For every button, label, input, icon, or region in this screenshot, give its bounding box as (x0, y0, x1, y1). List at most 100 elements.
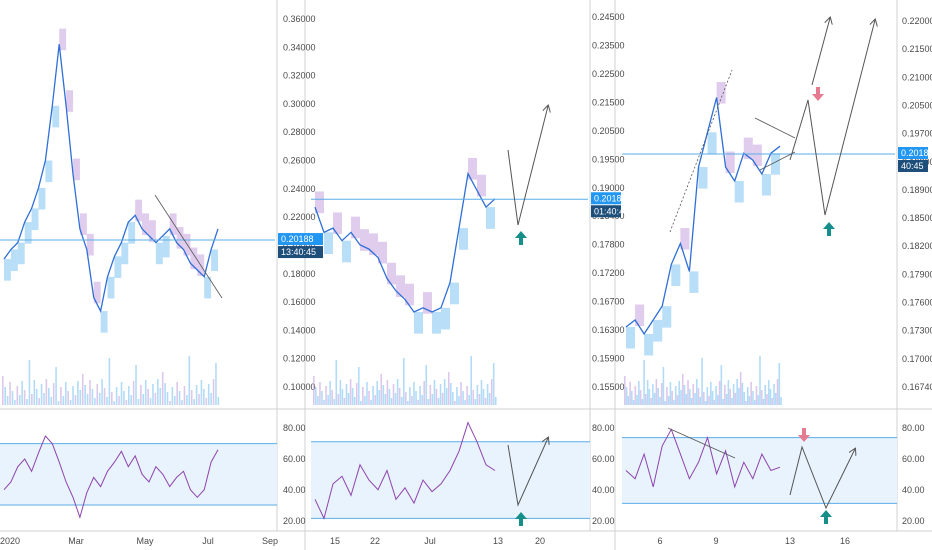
cloud-segment (360, 229, 369, 251)
volume-bar (664, 401, 666, 405)
cloud-segment (155, 242, 163, 265)
volume-bar (62, 396, 65, 405)
cloud-segment (59, 28, 67, 51)
cloud-segment (79, 213, 87, 235)
price-tick-label: 0.15500 (592, 382, 625, 392)
volume-bar (715, 386, 717, 405)
volume-bar (374, 395, 376, 405)
volume-bar (734, 393, 737, 405)
rsi-tick-label: 60.00 (902, 454, 925, 464)
volume-bar (48, 388, 50, 405)
volume-bar (713, 400, 716, 405)
price-tick-label: 0.26000 (283, 156, 316, 166)
price-tick-label: 0.34000 (283, 42, 316, 52)
volume-bar (142, 394, 145, 405)
cloud-segment (176, 227, 184, 249)
volume-bar (678, 381, 681, 405)
chart-panel-4h: 0.24500 0.23500 0.22500 0.21500 0.20500 0.195… (311, 0, 629, 546)
volume-bar (472, 390, 475, 405)
price-tick-label: 0.21000 (902, 72, 932, 82)
volume-bar (40, 384, 43, 405)
volume-bar (9, 382, 11, 405)
volume-bar (681, 374, 684, 405)
volume-bar (355, 383, 358, 405)
cloud-segment (486, 207, 495, 229)
volume-bar (433, 380, 436, 405)
volume-bar (456, 387, 458, 405)
volume-bar (157, 379, 159, 405)
projection-path-alt (811, 18, 830, 86)
volume-bar (123, 391, 125, 405)
volume-bar (470, 356, 473, 405)
cloud-segment (128, 222, 136, 244)
volume-bar (478, 394, 481, 405)
cloud-segment (743, 137, 753, 160)
cloud-segment (635, 304, 645, 327)
volume-bar (176, 382, 178, 405)
cloud-segment (405, 283, 414, 306)
cloud-segment (211, 249, 218, 272)
price-tick-label: 0.20000 (283, 240, 316, 250)
cloud-segment (626, 326, 636, 349)
volume-bar (84, 385, 86, 405)
volume-bar (144, 380, 147, 405)
volume-bar (169, 401, 171, 405)
time-tick-label: Mar (68, 536, 84, 546)
price-tick-label: 0.24500 (592, 12, 625, 22)
time-tick-label: 22 (370, 536, 380, 546)
volume-bar (443, 379, 446, 405)
time-tick-label: May (136, 536, 154, 546)
buy-arrow-icon (515, 512, 527, 526)
volume-bar (198, 394, 200, 405)
cloud-segment (698, 167, 708, 189)
price-tick-label: 0.22000 (902, 16, 932, 26)
volume-bar (327, 395, 329, 405)
volume-bar (476, 385, 479, 405)
price-tick-label: 0.18500 (902, 213, 932, 223)
volume-bar (364, 396, 366, 405)
timer-badge (898, 159, 928, 172)
volume-bar (701, 358, 703, 405)
volume-bar (81, 374, 84, 405)
cloud-segment (17, 242, 25, 265)
rsi-tick-label: 80.00 (592, 423, 615, 433)
price-tick-label: 0.14000 (283, 325, 316, 335)
volume-bar (313, 376, 315, 405)
price-badge (278, 233, 323, 246)
volume-bar (759, 356, 761, 405)
price-series-line (314, 171, 496, 313)
price-tick-label: 0.28000 (283, 127, 316, 137)
volume-bar (449, 383, 452, 405)
cloud-segment (387, 262, 396, 285)
cloud-segment (169, 213, 177, 235)
volume-bar (67, 391, 69, 405)
volume-bar (447, 372, 450, 405)
price-tick-label: 0.19700 (902, 129, 932, 139)
price-tick-label: 0.18200 (902, 241, 932, 251)
volume-bar (688, 389, 691, 405)
volume-bar (757, 395, 760, 405)
volume-bar (16, 386, 19, 405)
trend-line (154, 194, 223, 299)
volume-bar (323, 400, 325, 405)
volume-bar (646, 380, 649, 405)
volume-bar (181, 400, 183, 405)
volume-bar (671, 391, 673, 405)
volume-bar (632, 400, 635, 405)
cloud-segment (468, 157, 477, 180)
buy-arrow-icon (820, 510, 832, 524)
volume-bar (776, 379, 779, 405)
price-tick-label: 0.12000 (283, 354, 316, 364)
volume-bar (353, 397, 356, 405)
cloud-segment (653, 320, 663, 342)
volume-bar (454, 401, 456, 405)
volume-bar (703, 392, 705, 405)
volume-bar (183, 386, 186, 405)
volume-bar (382, 385, 385, 405)
cloud-segment (121, 242, 129, 265)
volume-bar (437, 398, 440, 405)
volume-bar (215, 363, 217, 405)
cloud-segment (93, 281, 101, 304)
volume-bar (325, 386, 327, 405)
rsi-projection-path (507, 438, 548, 507)
